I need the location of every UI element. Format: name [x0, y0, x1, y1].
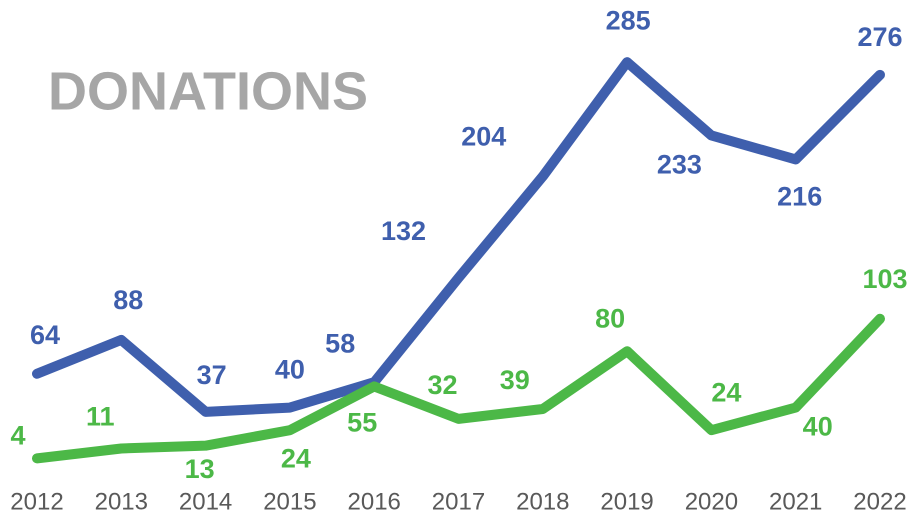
data-label: 285: [606, 5, 651, 35]
data-label: 11: [86, 402, 115, 432]
data-label: 132: [381, 216, 426, 246]
data-label: 37: [197, 360, 227, 390]
x-tick-label: 2015: [263, 488, 316, 515]
x-tick-label: 2020: [685, 488, 738, 515]
data-label: 39: [500, 365, 530, 395]
x-tick-label: 2013: [95, 488, 148, 515]
data-label: 40: [275, 355, 305, 385]
x-tick-label: 2021: [769, 488, 822, 515]
data-label: 103: [862, 264, 907, 294]
data-label: 233: [657, 150, 702, 180]
data-label: 24: [281, 443, 311, 473]
data-label: 216: [777, 182, 822, 212]
x-tick-label: 2018: [516, 488, 569, 515]
data-label: 40: [803, 412, 833, 442]
x-tick-label: 2017: [432, 488, 485, 515]
x-tick-label: 2019: [600, 488, 653, 515]
data-label: 24: [711, 377, 741, 407]
data-label: 32: [427, 370, 457, 400]
x-tick-label: 2012: [10, 488, 63, 515]
x-tick-label: 2014: [179, 488, 232, 515]
data-label: 55: [347, 408, 377, 438]
data-label: 204: [461, 121, 506, 151]
data-label: 13: [185, 454, 215, 484]
data-label: 4: [10, 420, 25, 450]
data-label: 64: [30, 320, 60, 350]
x-tick-label: 2016: [348, 488, 401, 515]
data-label: 58: [325, 328, 355, 358]
series-line: [32, 313, 885, 464]
series-line: [32, 57, 885, 417]
x-tick-label: 2022: [853, 488, 906, 515]
data-label: 88: [113, 285, 143, 315]
data-label: 80: [595, 303, 625, 333]
chart-title: DONATIONS: [48, 61, 368, 121]
data-label: 276: [857, 22, 902, 52]
